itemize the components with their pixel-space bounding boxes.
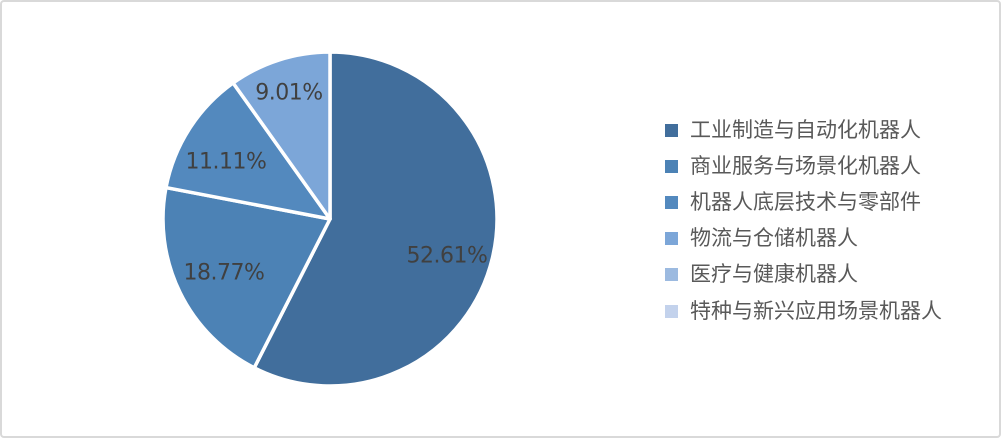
legend-label: 特种与新兴应用场景机器人: [690, 298, 942, 323]
legend-swatch-icon: [665, 159, 678, 173]
legend-label: 商业服务与场景化机器人: [690, 153, 921, 178]
slice-data-label: 9.01%: [255, 81, 322, 106]
legend-label: 工业制造与自动化机器人: [690, 117, 921, 142]
pie-slice-1: [161, 185, 332, 370]
slice-data-label: 52.61%: [407, 244, 488, 269]
legend-item: 机器人底层技术与零部件: [665, 184, 942, 220]
legend-item: 工业制造与自动化机器人: [665, 112, 942, 148]
legend: 工业制造与自动化机器人 商业服务与场景化机器人 机器人底层技术与零部件 物流与仓…: [665, 112, 942, 329]
legend-swatch-icon: [665, 268, 678, 282]
pie-slice-2: [164, 81, 332, 221]
slice-data-label: 11.11%: [186, 150, 267, 175]
legend-swatch-icon: [665, 232, 678, 246]
legend-swatch-icon: [665, 123, 678, 137]
pie-slice-3: [231, 50, 332, 221]
legend-swatch-icon: [665, 195, 678, 209]
legend-label: 物流与仓储机器人: [690, 226, 858, 251]
slice-data-label: 18.77%: [184, 261, 265, 286]
legend-swatch-icon: [665, 304, 678, 318]
legend-item: 特种与新兴应用场景机器人: [665, 293, 942, 329]
legend-label: 机器人底层技术与零部件: [690, 189, 921, 214]
legend-label: 医疗与健康机器人: [690, 262, 858, 287]
legend-item: 医疗与健康机器人: [665, 257, 942, 293]
legend-item: 商业服务与场景化机器人: [665, 148, 942, 184]
pie-slice-0: [252, 50, 499, 388]
legend-item: 物流与仓储机器人: [665, 221, 942, 257]
